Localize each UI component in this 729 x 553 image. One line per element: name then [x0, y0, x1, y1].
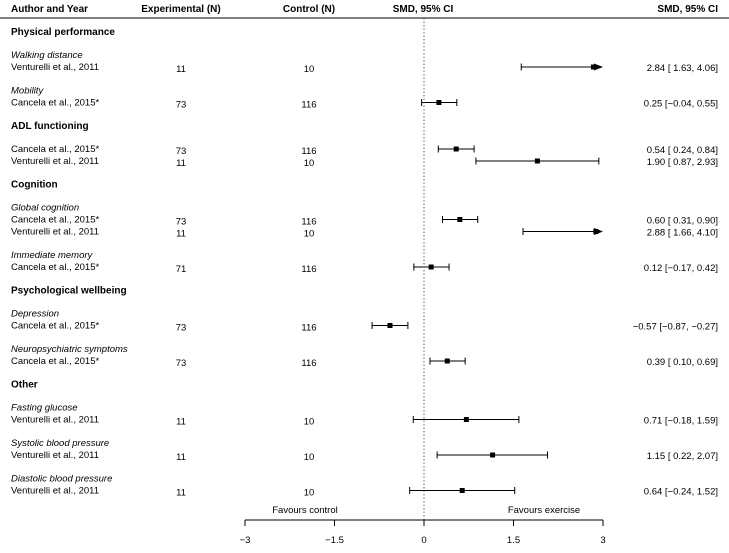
point-estimate [593, 229, 599, 234]
study-author: Cancela et al., 2015* [11, 98, 100, 109]
experimental-n: 73 [176, 100, 187, 111]
smd-ci-text: 0.12 [−0.17, 0.42] [644, 263, 718, 274]
ci-arrow-high [594, 63, 603, 71]
control-n: 116 [301, 323, 316, 334]
point-estimate [459, 488, 465, 493]
control-n: 116 [301, 264, 316, 275]
smd-ci-text: 1.90 [ 0.87, 2.93] [647, 157, 718, 168]
study-author: Cancela et al., 2015* [11, 262, 100, 273]
smd-ci-text: 0.60 [ 0.31, 0.90] [647, 216, 718, 227]
point-estimate [428, 264, 434, 270]
control-n: 10 [304, 452, 315, 463]
annotation-favours-control: Favours control [272, 505, 337, 516]
control-n: 10 [304, 488, 315, 499]
experimental-n: 73 [176, 323, 187, 334]
study-author: Venturelli et al., 2011 [11, 156, 99, 167]
study-author: Cancela et al., 2015* [11, 321, 100, 332]
point-estimate [590, 64, 596, 70]
annotation-favours-exercise: Favours exercise [508, 505, 580, 516]
x-tick-label: −1.5 [325, 535, 344, 546]
experimental-n: 11 [176, 158, 186, 169]
control-n: 116 [301, 358, 316, 369]
point-estimate [463, 417, 469, 422]
point-estimate [444, 358, 450, 364]
study-author: Venturelli et al., 2011 [11, 486, 99, 497]
subgroup-title: Mobility [11, 86, 44, 97]
control-n: 116 [301, 217, 316, 228]
experimental-n: 11 [176, 488, 186, 499]
smd-ci-text: 0.54 [ 0.24, 0.84] [647, 145, 718, 156]
header-control: Control (N) [283, 4, 335, 15]
smd-ci-text: 1.15 [ 0.22, 2.07] [647, 451, 718, 462]
x-tick-label: 3 [600, 535, 605, 546]
section-title: ADL functioning [11, 121, 89, 132]
header-author: Author and Year [11, 4, 88, 15]
subgroup-title: Immediate memory [11, 250, 94, 261]
experimental-n: 71 [176, 264, 187, 275]
point-estimate [453, 146, 459, 152]
section-title: Other [11, 380, 38, 391]
x-tick-label: 0 [421, 535, 426, 546]
section-title: Physical performance [11, 27, 115, 38]
x-tick-label: 1.5 [507, 535, 520, 546]
study-author: Venturelli et al., 2011 [11, 415, 99, 426]
experimental-n: 11 [176, 229, 186, 240]
study-author: Venturelli et al., 2011 [11, 450, 99, 461]
subgroup-title: Walking distance [11, 50, 83, 61]
study-author: Cancela et al., 2015* [11, 144, 100, 155]
section-title: Cognition [11, 180, 58, 191]
smd-ci-text: 0.71 [−0.18, 1.59] [644, 416, 718, 427]
point-estimate [490, 452, 496, 458]
experimental-n: 11 [176, 452, 186, 463]
subgroup-title: Fasting glucose [11, 403, 78, 414]
smd-ci-text: 0.25 [−0.04, 0.55] [644, 99, 718, 110]
point-estimate [457, 217, 463, 222]
point-estimate [387, 323, 393, 328]
header-smd-text: SMD, 95% CI [657, 4, 718, 15]
section-title: Psychological wellbeing [11, 286, 127, 297]
experimental-n: 73 [176, 358, 187, 369]
control-n: 116 [301, 146, 316, 157]
subgroup-title: Global cognition [11, 203, 79, 214]
study-author: Venturelli et al., 2011 [11, 62, 99, 73]
control-n: 10 [304, 64, 315, 75]
experimental-n: 11 [176, 417, 186, 428]
experimental-n: 11 [176, 64, 186, 75]
subgroup-title: Diastolic blood pressure [11, 474, 112, 485]
smd-ci-text: −0.57 [−0.87, −0.27] [633, 322, 718, 333]
control-n: 10 [304, 229, 315, 240]
experimental-n: 73 [176, 146, 187, 157]
control-n: 116 [301, 100, 316, 111]
smd-ci-text: 2.84 [ 1.63, 4.06] [647, 63, 718, 74]
smd-ci-text: 0.64 [−0.24, 1.52] [644, 487, 718, 498]
header-experimental: Experimental (N) [141, 4, 220, 15]
header-smd-plot: SMD, 95% CI [393, 4, 454, 15]
study-author: Venturelli et al., 2011 [11, 227, 99, 238]
experimental-n: 73 [176, 217, 187, 228]
subgroup-title: Neuropsychiatric symptoms [11, 344, 128, 355]
x-tick-label: −3 [240, 535, 251, 546]
study-author: Cancela et al., 2015* [11, 356, 100, 367]
point-estimate [436, 100, 442, 105]
control-n: 10 [304, 417, 315, 428]
point-estimate [534, 158, 540, 164]
control-n: 10 [304, 158, 315, 169]
study-author: Cancela et al., 2015* [11, 215, 100, 226]
subgroup-title: Depression [11, 309, 59, 320]
smd-ci-text: 0.39 [ 0.10, 0.69] [647, 357, 718, 368]
subgroup-title: Systolic blood pressure [11, 438, 109, 449]
smd-ci-text: 2.88 [ 1.66, 4.10] [647, 228, 718, 239]
